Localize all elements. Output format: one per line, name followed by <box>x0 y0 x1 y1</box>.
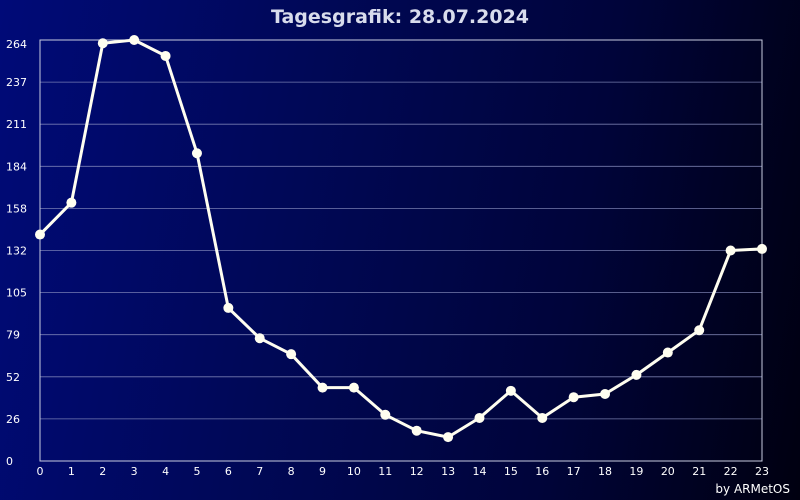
data-point <box>411 425 422 436</box>
y-tick-label: 26 <box>6 413 20 426</box>
data-point <box>129 35 140 45</box>
x-tick-label: 12 <box>410 465 424 478</box>
x-tick-label: 17 <box>567 465 581 478</box>
data-point <box>757 243 767 254</box>
data-point <box>600 389 611 400</box>
y-tick-label: 105 <box>6 287 27 300</box>
data-point <box>725 245 736 256</box>
series-points <box>35 35 767 443</box>
x-tick-label: 15 <box>504 465 518 478</box>
x-tick-label: 13 <box>441 465 455 478</box>
x-tick-label: 9 <box>319 465 326 478</box>
y-tick-label: 237 <box>6 76 27 89</box>
data-point <box>537 412 548 423</box>
y-tick-label: 184 <box>6 160 27 173</box>
x-tick-label: 3 <box>131 465 138 478</box>
x-tick-label: 10 <box>347 465 361 478</box>
y-tick-label: 158 <box>6 202 27 215</box>
x-tick-label: 19 <box>629 465 643 478</box>
x-tick-label: 11 <box>378 465 392 478</box>
data-point <box>662 347 673 358</box>
y-tick-label: 132 <box>6 245 27 258</box>
data-point <box>66 197 77 208</box>
data-point <box>505 385 516 396</box>
x-tick-label: 1 <box>68 465 75 478</box>
x-tick-label: 18 <box>598 465 612 478</box>
data-point <box>223 302 234 313</box>
credit-label: by ARMetOS <box>715 482 790 496</box>
y-tick-label: 211 <box>6 118 27 131</box>
data-point <box>631 369 642 380</box>
x-tick-label: 4 <box>162 465 169 478</box>
data-point <box>97 38 108 49</box>
x-tick-label: 2 <box>99 465 106 478</box>
data-point <box>348 382 359 393</box>
y-tick-label: 264 <box>6 38 27 51</box>
y-tick-label: 52 <box>6 371 20 384</box>
data-point <box>694 325 705 336</box>
data-point <box>474 412 485 423</box>
data-point <box>317 382 328 393</box>
data-point <box>568 392 579 403</box>
data-point <box>191 148 202 159</box>
y-axis-ticks: 0 26 52 79 105 132 158 184 211 237 264 <box>6 38 27 468</box>
x-tick-label: 7 <box>256 465 263 478</box>
data-point <box>443 432 454 443</box>
series-line <box>38 38 763 439</box>
data-point <box>380 409 391 420</box>
x-tick-label: 6 <box>225 465 232 478</box>
data-point <box>35 229 45 240</box>
data-point <box>286 349 297 360</box>
x-tick-label: 16 <box>535 465 549 478</box>
x-tick-label: 20 <box>661 465 675 478</box>
y-tick-label: 0 <box>6 455 13 468</box>
x-tick-label: 5 <box>193 465 200 478</box>
data-point <box>160 50 171 61</box>
x-tick-label: 23 <box>755 465 769 478</box>
data-point <box>254 333 265 344</box>
chart-title: Tagesgrafik: 28.07.2024 <box>271 6 529 28</box>
x-tick-label: 14 <box>472 465 486 478</box>
x-tick-label: 8 <box>288 465 295 478</box>
x-tick-label: 21 <box>692 465 706 478</box>
y-tick-label: 79 <box>6 329 20 342</box>
grid-lines <box>40 81 762 420</box>
x-tick-label: 22 <box>724 465 738 478</box>
x-tick-label: 0 <box>37 465 44 478</box>
x-axis-ticks: 0 1 2 3 4 5 6 7 8 9 10 11 12 13 14 15 16 17 18 19 20 21 22 23 <box>37 465 770 478</box>
